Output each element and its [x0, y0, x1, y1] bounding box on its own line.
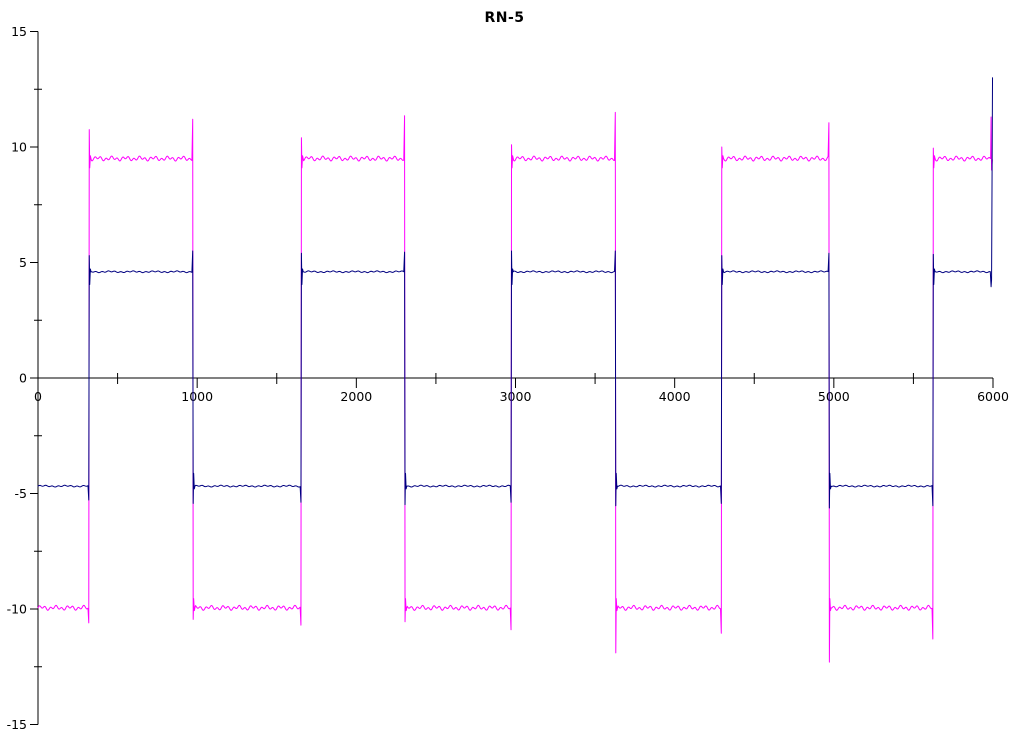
y-tick-label: -15	[7, 717, 27, 732]
x-tick-label: 1000	[181, 389, 213, 404]
x-tick-label: 6000	[977, 389, 1009, 404]
y-tick-label: -5	[15, 486, 27, 501]
series-navy-wave-line	[37, 77, 994, 509]
y-tick-label: 0	[19, 371, 27, 386]
x-tick-label: 0	[34, 389, 42, 404]
x-tick-label: 4000	[659, 389, 691, 404]
y-tick-label: 15	[11, 24, 27, 39]
x-tick-label: 3000	[500, 389, 532, 404]
x-tick-label: 2000	[340, 389, 372, 404]
y-tick-label: 5	[19, 255, 27, 270]
y-tick-label: 10	[11, 140, 27, 155]
y-tick-label: -10	[7, 602, 27, 617]
series-magenta-wave-line	[37, 111, 993, 663]
x-tick-label: 5000	[818, 389, 850, 404]
chart-title: RN-5	[484, 10, 525, 26]
